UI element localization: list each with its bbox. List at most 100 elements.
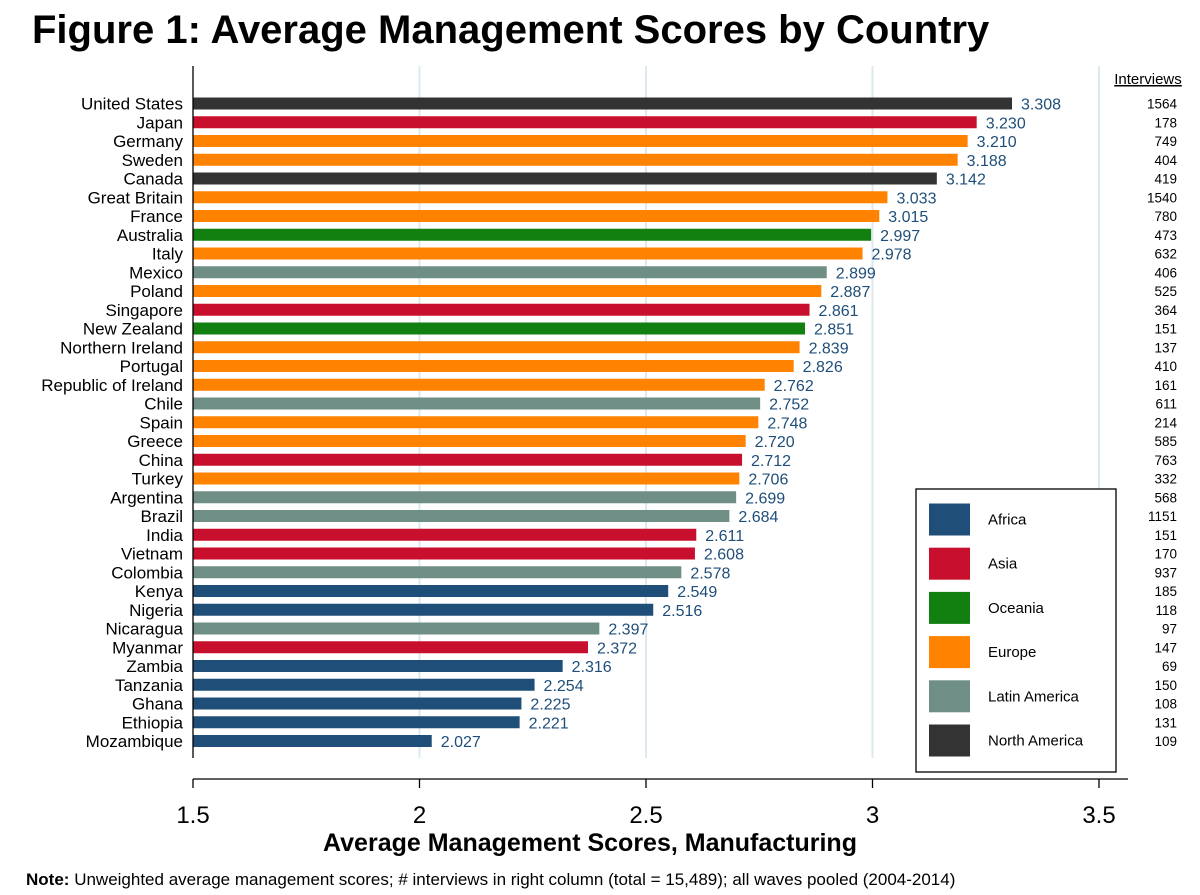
value-label: 2.997 (880, 228, 920, 245)
country-label: Brazil (140, 507, 183, 526)
interviews-value: 1151 (1148, 509, 1177, 524)
bar (193, 547, 695, 560)
interviews-column: Interviews 1564 178 749 404 419 1540 780 473 632… (1114, 71, 1182, 749)
interviews-value: 568 (1154, 490, 1177, 505)
country-label: Ghana (132, 695, 184, 714)
value-label: 2.762 (774, 378, 814, 395)
interviews-value: 1564 (1147, 97, 1178, 112)
value-label: 2.720 (755, 434, 795, 451)
country-label: Myanmar (112, 638, 183, 657)
interviews-value: 332 (1154, 472, 1177, 487)
country-label: Greece (127, 432, 183, 451)
interviews-value: 108 (1154, 697, 1177, 712)
interviews-value: 525 (1154, 284, 1177, 299)
interviews-value: 150 (1154, 678, 1177, 693)
country-label: United States (81, 95, 183, 114)
bar (193, 228, 872, 241)
bar (193, 716, 520, 729)
country-label: Poland (130, 282, 183, 301)
value-label: 2.254 (544, 678, 584, 695)
country-label: Ethiopia (122, 713, 184, 732)
country-label: Nigeria (129, 601, 183, 620)
bar (193, 210, 880, 222)
x-tick-label: 3.5 (1082, 802, 1115, 829)
country-label: Nicaragua (106, 620, 184, 639)
legend-label: Africa (988, 512, 1027, 529)
value-label: 2.699 (745, 490, 785, 507)
value-label: 3.015 (888, 209, 928, 226)
value-label: 2.684 (738, 509, 778, 526)
interviews-value: 178 (1154, 115, 1177, 130)
legend-swatch (929, 636, 970, 669)
x-tick-label: 2.5 (629, 802, 662, 829)
bar (193, 510, 730, 522)
x-axis-title: Average Management Scores, Manufacturing (323, 829, 857, 857)
legend-swatch (929, 724, 970, 757)
legend-swatch (929, 591, 970, 624)
value-label: 2.549 (677, 584, 717, 601)
footnote: Note: Unweighted average management scor… (26, 870, 955, 890)
bar (193, 603, 654, 616)
note-label: Note: (26, 870, 70, 889)
bar (193, 397, 761, 410)
value-label: 2.826 (803, 359, 843, 376)
value-label: 3.230 (986, 115, 1026, 132)
country-label: Australia (117, 226, 184, 245)
value-label: 2.578 (690, 565, 730, 582)
country-label: Mexico (129, 263, 183, 282)
interviews-value: 170 (1154, 547, 1177, 562)
country-label: Northern Ireland (60, 338, 183, 357)
bar (193, 566, 682, 579)
bars (193, 97, 1013, 747)
x-tick-label: 2 (413, 802, 426, 829)
interviews-value: 473 (1154, 228, 1177, 243)
country-label: Germany (113, 132, 183, 151)
legend-label: Europe (988, 644, 1036, 661)
country-labels: United StatesJapanGermanySwedenCanadaGre… (41, 95, 183, 752)
legend-label: Latin America (988, 688, 1080, 705)
value-label: 2.706 (748, 472, 788, 489)
interviews-value: 109 (1154, 734, 1177, 749)
bar (193, 172, 937, 185)
country-label: China (139, 451, 184, 470)
value-label: 2.608 (704, 547, 744, 564)
interviews-value: 749 (1154, 134, 1177, 149)
value-label: 2.712 (751, 453, 791, 470)
legend-label: North America (988, 733, 1084, 750)
bar (193, 435, 746, 447)
country-label: Tanzania (115, 676, 184, 695)
bar (193, 622, 600, 635)
country-label: Zambia (126, 657, 183, 676)
value-label: 3.188 (967, 153, 1007, 170)
bar (193, 378, 765, 391)
interviews-header: Interviews (1114, 71, 1182, 88)
bar (193, 678, 535, 691)
interviews-value: 1540 (1147, 190, 1177, 205)
value-label: 2.978 (872, 247, 912, 264)
bar (193, 247, 863, 260)
bar (193, 416, 759, 429)
country-label: Sweden (122, 151, 183, 170)
legend-swatch (929, 680, 970, 713)
country-label: Singapore (105, 301, 183, 320)
legend-swatch (929, 547, 970, 580)
interviews-value: 214 (1154, 415, 1177, 430)
interviews-value: 410 (1154, 359, 1177, 374)
bar (193, 303, 810, 316)
value-label: 2.372 (597, 640, 637, 657)
bar (193, 735, 432, 747)
country-label: India (146, 526, 183, 545)
value-label: 2.748 (767, 415, 807, 432)
country-label: New Zealand (83, 320, 183, 339)
value-label: 2.316 (572, 659, 612, 676)
country-label: Republic of Ireland (41, 376, 183, 395)
country-label: Canada (123, 170, 183, 189)
value-label: 3.033 (896, 190, 936, 207)
interviews-value: 118 (1155, 603, 1177, 618)
value-label: 2.861 (819, 303, 859, 320)
interviews-value: 131 (1154, 715, 1177, 730)
note-text: Unweighted average management scores; # … (74, 870, 956, 889)
legend-label: Oceania (988, 600, 1045, 617)
value-label: 2.752 (769, 397, 809, 414)
value-label: 2.225 (530, 697, 570, 714)
